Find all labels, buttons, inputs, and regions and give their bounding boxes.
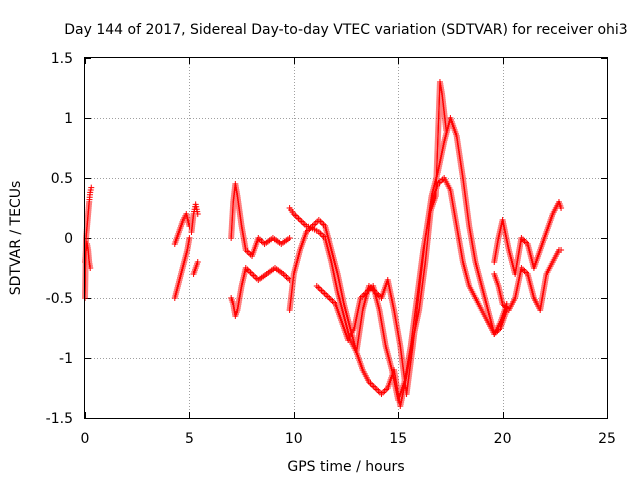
y-tick-label: -0.5 bbox=[46, 291, 73, 307]
data-point bbox=[443, 127, 450, 133]
x-tick-label: 5 bbox=[185, 431, 194, 447]
y-tick-label: 1 bbox=[64, 111, 73, 127]
y-tick-label: 1.5 bbox=[51, 51, 73, 67]
data-point bbox=[194, 211, 201, 217]
y-tick-label: -1 bbox=[59, 351, 73, 367]
x-axis-label: GPS time / hours bbox=[287, 459, 404, 475]
data-point bbox=[558, 205, 565, 211]
data-points bbox=[82, 79, 565, 409]
tick-labels: 0 5 10 15 20 25 -1.5 -1 -0.5 0 0.5 1 1.5 bbox=[46, 51, 616, 447]
y-tick-label: 0 bbox=[64, 231, 73, 247]
y-tick-label: -1.5 bbox=[46, 411, 73, 427]
data-point bbox=[194, 259, 201, 265]
chart-title: Day 144 of 2017, Sidereal Day-to-day VTE… bbox=[64, 22, 627, 38]
plot-frame bbox=[84, 57, 608, 419]
y-axis-label: SDTVAR / TECUs bbox=[8, 181, 24, 296]
x-tick-label: 20 bbox=[494, 431, 512, 447]
data-point bbox=[186, 235, 193, 241]
x-tick-label: 0 bbox=[81, 431, 90, 447]
x-tick-label: 15 bbox=[389, 431, 407, 447]
data-point bbox=[558, 247, 565, 253]
data-point bbox=[88, 184, 95, 191]
data-point bbox=[286, 235, 293, 241]
data-point bbox=[87, 265, 94, 271]
y-tick-label: 0.5 bbox=[51, 171, 73, 187]
x-tick-label: 10 bbox=[285, 431, 303, 447]
x-tick-label: 25 bbox=[598, 431, 616, 447]
